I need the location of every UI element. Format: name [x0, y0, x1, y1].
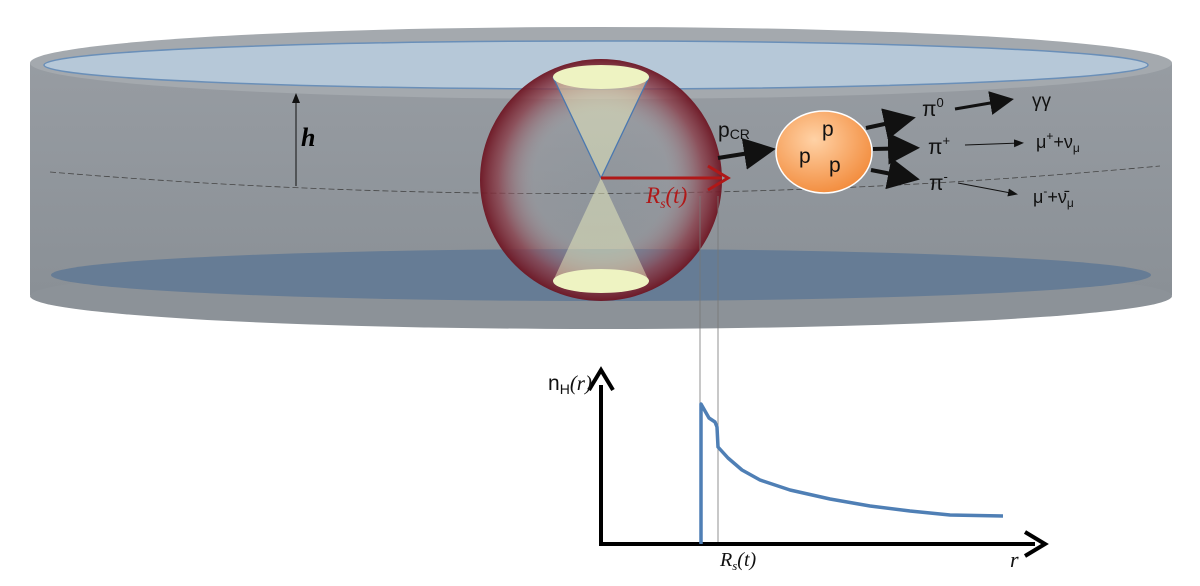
height-label: h	[301, 123, 315, 152]
pi-plus-decay-arrow	[964, 139, 1024, 148]
target-proton: p	[822, 118, 834, 141]
y-axis-label: nH(r)	[548, 371, 592, 397]
target-proton: p	[829, 154, 841, 177]
x-axis-label: r	[1010, 547, 1019, 572]
y-axis-arrowhead	[587, 366, 615, 392]
height-marker: h	[292, 93, 315, 186]
radius-arrowhead	[707, 164, 731, 192]
incoming-proton-arrow	[717, 137, 776, 170]
pi0-label: π0	[922, 95, 944, 121]
bubble-shell	[480, 59, 722, 301]
pi-minus-arrow	[870, 157, 920, 190]
radius-label: Rs(t)	[645, 183, 687, 212]
pi0-arrow	[865, 108, 916, 140]
density-plot: nH(r) r Rs(t)	[548, 366, 1049, 573]
pi-minus-label: π-	[929, 169, 948, 195]
pi-minus-decay-arrow	[957, 182, 1018, 197]
cone-edge	[552, 76, 602, 179]
pi0-decay-arrow	[954, 91, 1014, 115]
upper-cone-cap	[553, 65, 649, 89]
pi-plus-arrow	[872, 132, 920, 165]
pi-plus-label: π+	[928, 133, 950, 159]
superbubble: Rs(t)	[480, 59, 731, 301]
reaction-scheme: pCR p p p π0 γγ π+ μ++νμ π- μ-+ν̄μ	[717, 91, 1080, 210]
muon-minus-antineutrino-label: μ-+ν̄μ	[1033, 184, 1074, 210]
upper-cone	[553, 77, 649, 178]
density-curve	[699, 402, 1004, 544]
muon-plus-neutrino-label: μ++νμ	[1036, 129, 1080, 155]
x-axis-arrowhead	[1023, 530, 1049, 558]
cone-edge	[600, 76, 650, 179]
target-protons-ball	[775, 110, 873, 194]
x-tick-label: Rs(t)	[719, 549, 756, 573]
lower-cone	[553, 178, 649, 281]
gamma-gamma-label: γγ	[1032, 91, 1052, 112]
target-proton: p	[799, 145, 811, 168]
lower-cone-cap	[553, 269, 649, 293]
